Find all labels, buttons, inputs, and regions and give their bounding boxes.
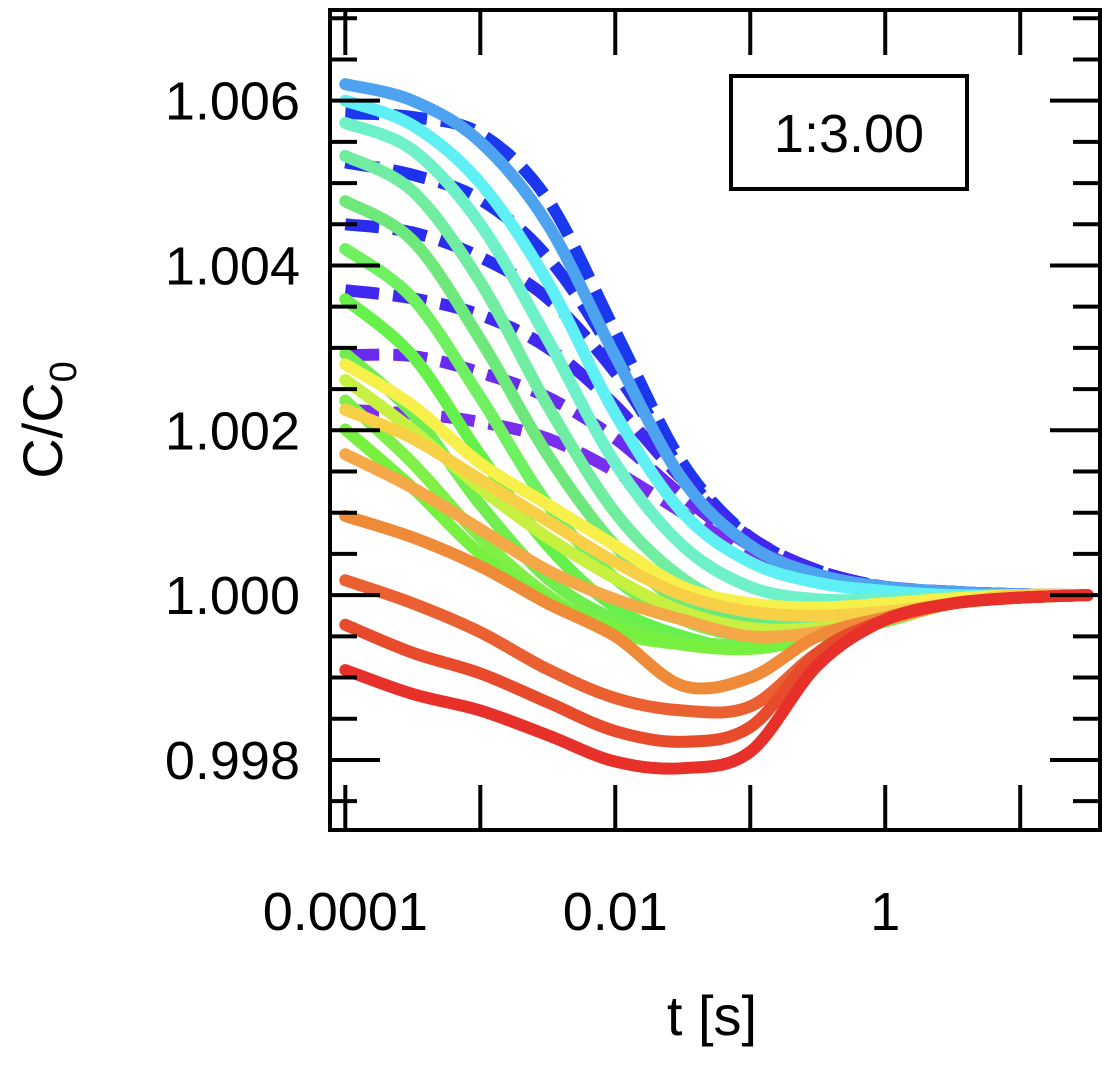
x-axis-title: t [s] — [667, 984, 757, 1047]
x-tick-label: 0.01 — [563, 882, 668, 942]
plot-frame — [328, 8, 1102, 832]
y-tick-label: 1.002 — [165, 401, 300, 461]
y-tick-label: 0.998 — [165, 731, 300, 791]
y-tick-labels: 1.006 1.004 1.002 1.000 0.998 — [165, 72, 300, 791]
y-axis-title: C/C0 — [11, 361, 85, 479]
x-tick-label: 1 — [870, 882, 900, 942]
data-curves — [339, 78, 1094, 775]
annotation-box: 1:3.00 — [729, 74, 969, 191]
svg-text:C/C0: C/C0 — [11, 361, 85, 479]
x-tick-label: 0.0001 — [263, 882, 428, 942]
y-tick-label: 1.000 — [165, 566, 300, 626]
y-axis-title-main: C/C — [11, 382, 74, 478]
x-tick-labels: 0.0001 0.01 1 — [263, 882, 901, 942]
y-tick-label: 1.004 — [165, 236, 300, 296]
axis-ticks — [330, 10, 1100, 830]
annotation-text: 1:3.00 — [774, 104, 924, 164]
series-line-24 — [339, 589, 1094, 775]
y-axis-title-subscript: 0 — [43, 361, 85, 382]
y-tick-label: 1.006 — [165, 72, 300, 132]
